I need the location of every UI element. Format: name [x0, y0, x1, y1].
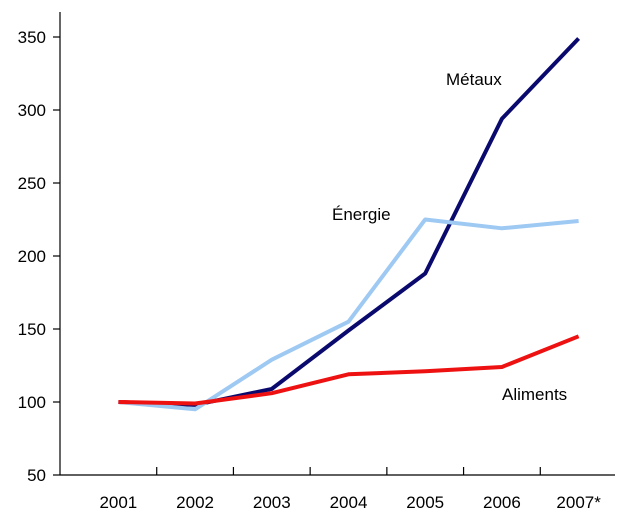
- series-label-metaux: Métaux: [446, 70, 502, 89]
- y-tick-label: 50: [27, 466, 46, 485]
- y-tick-label: 250: [18, 174, 46, 193]
- axes: [59, 12, 615, 476]
- x-tick-label: 2007*: [556, 493, 601, 512]
- x-tick-label: 2006: [483, 493, 521, 512]
- x-tick-label: 2005: [406, 493, 444, 512]
- x-tick-label: 2002: [176, 493, 214, 512]
- y-axis-ticks: 50 100 150 200 250 300 350: [18, 28, 60, 485]
- series-line-aliments: [118, 334, 580, 406]
- x-tick-label: 2003: [253, 493, 291, 512]
- y-tick-label: 100: [18, 393, 46, 412]
- y-tick-label: 350: [18, 28, 46, 47]
- series-label-energie: Énergie: [332, 205, 391, 224]
- y-tick-label: 300: [18, 101, 46, 120]
- y-tick-label: 200: [18, 247, 46, 266]
- series-lines: [118, 37, 581, 412]
- series-labels: Métaux Énergie Aliments: [332, 70, 567, 404]
- x-tick-label: 2001: [99, 493, 137, 512]
- x-tick-label: 2004: [330, 493, 368, 512]
- x-axis-ticks: 2001 2002 2003 2004 2005 2006 2007*: [99, 467, 601, 512]
- series-label-aliments: Aliments: [502, 385, 567, 404]
- series-line-energie: [118, 217, 579, 412]
- y-tick-label: 150: [18, 320, 46, 339]
